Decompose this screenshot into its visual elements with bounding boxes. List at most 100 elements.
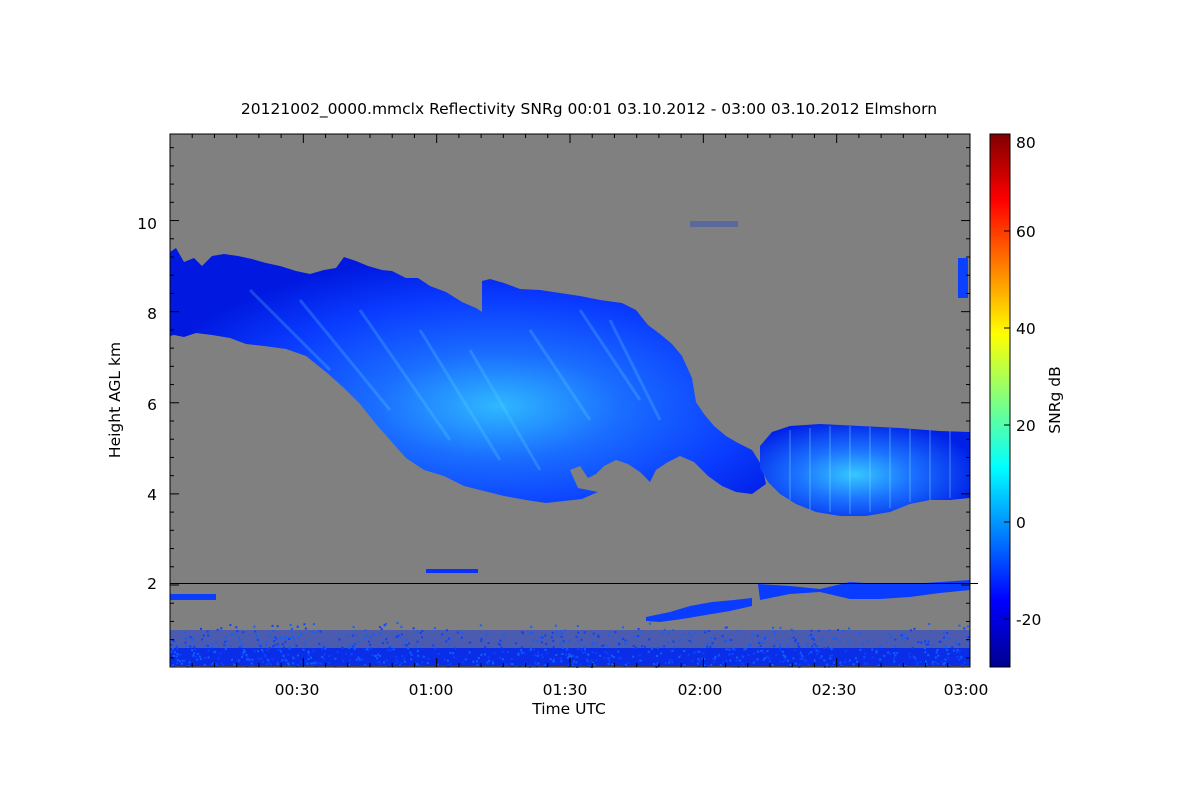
clutter-pixel [176, 648, 179, 650]
clutter-pixel [744, 647, 747, 650]
clutter-pixel [779, 626, 782, 629]
clutter-pixel [573, 660, 575, 663]
clutter-pixel [261, 649, 264, 651]
clutter-pixel [449, 651, 452, 654]
clutter-pixel [601, 645, 604, 647]
clutter-pixel [179, 653, 182, 656]
clutter-pixel [445, 640, 448, 643]
clutter-pixel [927, 640, 930, 643]
clutter-pixel [499, 656, 501, 659]
clutter-pixel [249, 659, 252, 662]
clutter-pixel [502, 663, 505, 666]
clutter-pixel [769, 660, 771, 662]
clutter-pixel [725, 648, 728, 651]
clutter-pixel [823, 647, 826, 650]
clutter-pixel [303, 623, 306, 626]
clutter-pixel [767, 656, 770, 659]
clutter-pixel [587, 665, 590, 668]
clutter-pixel [595, 652, 597, 654]
clutter-pixel [956, 656, 959, 658]
clutter-pixel [426, 662, 429, 664]
clutter-pixel [454, 647, 457, 650]
clutter-pixel [500, 646, 503, 649]
clutter-pixel [410, 653, 413, 656]
clutter-pixel [386, 641, 389, 644]
clutter-pixel [372, 633, 375, 635]
clutter-pixel [966, 639, 969, 642]
clutter-pixel [556, 633, 559, 636]
clutter-pixel [788, 638, 791, 641]
clutter-pixel [830, 648, 833, 651]
clutter-pixel [433, 627, 436, 630]
clutter-pixel [813, 659, 816, 662]
clutter-pixel [379, 626, 382, 629]
clutter-pixel [214, 651, 217, 654]
clutter-pixel [336, 651, 339, 654]
clutter-pixel [649, 622, 652, 625]
clutter-pixel [782, 654, 785, 657]
clutter-pixel [942, 632, 945, 635]
clutter-pixel [787, 659, 790, 662]
clutter-pixel [697, 650, 700, 653]
clutter-pixel [223, 644, 226, 646]
clutter-pixel [663, 628, 666, 631]
clutter-pixel [314, 631, 316, 634]
clutter-pixel [230, 633, 233, 636]
clutter-pixel [587, 660, 590, 663]
clutter-pixel [647, 650, 650, 653]
clutter-pixel [319, 630, 322, 633]
clutter-pixel [738, 659, 741, 662]
clutter-pixel [370, 647, 372, 650]
clutter-pixel [915, 658, 917, 661]
clutter-pixel [292, 662, 295, 665]
mid-level-layer [760, 424, 970, 516]
clutter-pixel [780, 650, 783, 653]
x-tick-label: 03:00 [944, 681, 989, 699]
clutter-pixel [304, 627, 307, 630]
clutter-pixel [493, 652, 496, 655]
x-axis: 00:30 01:00 01:30 02:00 02:30 03:00 Time… [169, 134, 989, 718]
clutter-pixel [626, 640, 628, 643]
clutter-pixel [530, 646, 532, 649]
clutter-pixel [775, 653, 778, 656]
clutter-pixel [189, 636, 192, 639]
clutter-pixel [792, 657, 795, 660]
clutter-pixel [191, 649, 194, 652]
clutter-pixel [173, 651, 176, 654]
clutter-pixel [449, 638, 452, 641]
clutter-pixel [656, 646, 659, 649]
clutter-pixel [318, 642, 321, 645]
clutter-pixel [541, 656, 544, 659]
clutter-pixel [813, 643, 816, 646]
clutter-pixel [619, 657, 622, 660]
clutter-pixel [764, 657, 767, 660]
clutter-pixel [928, 623, 931, 625]
clutter-pixel [639, 630, 642, 633]
clutter-pixel [733, 649, 736, 652]
clutter-pixel [543, 664, 546, 667]
clutter-pixel [296, 625, 299, 628]
clutter-pixel [292, 656, 295, 659]
y-tick-label: 10 [137, 215, 157, 233]
clutter-pixel [207, 656, 210, 659]
y-axis: 2 4 6 8 10 Height AGL km [106, 147, 970, 659]
clutter-pixel [285, 659, 288, 662]
clutter-pixel [943, 662, 946, 664]
clutter-pixel [721, 635, 724, 638]
clutter-pixel [799, 657, 802, 660]
clutter-pixel [265, 643, 268, 646]
clutter-pixel [815, 649, 818, 652]
clutter-pixel [448, 644, 451, 647]
clutter-pixel [540, 653, 543, 656]
clutter-pixel [958, 658, 961, 661]
clutter-pixel [211, 662, 214, 665]
clutter-pixel [592, 641, 595, 644]
clutter-pixel [395, 636, 398, 638]
clutter-pixel [741, 655, 744, 658]
x-tick-label: 01:30 [543, 681, 588, 699]
clutter-pixel [412, 627, 415, 630]
clutter-pixel [782, 660, 784, 663]
y-tick-label: 8 [147, 305, 157, 323]
clutter-pixel [771, 664, 774, 666]
clutter-pixel [479, 624, 482, 627]
